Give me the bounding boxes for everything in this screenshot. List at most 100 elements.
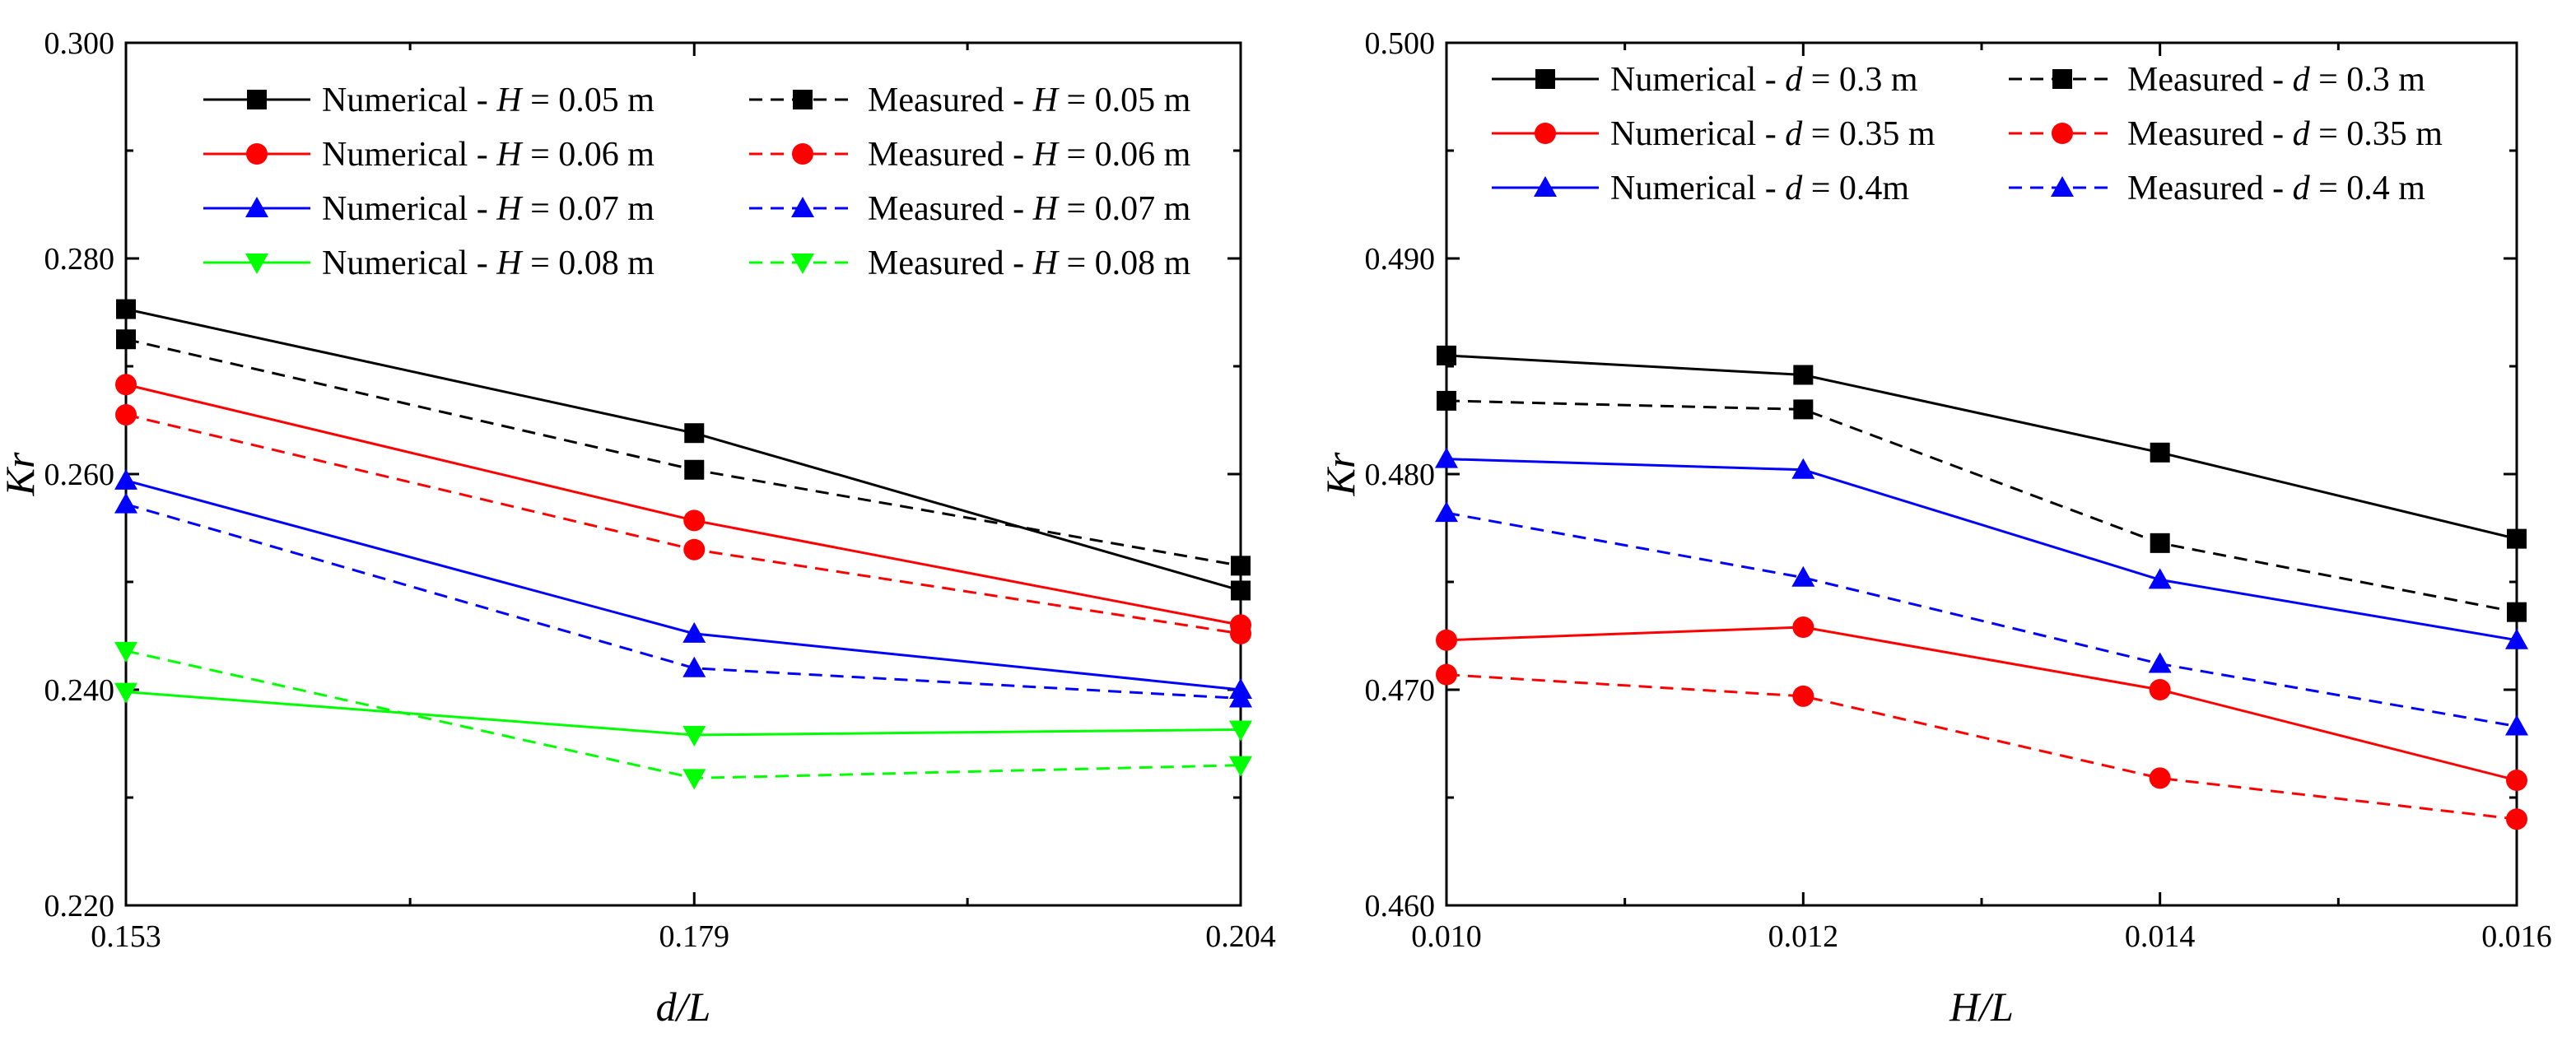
legend-label-value: = 0.07 m xyxy=(1058,190,1191,228)
y-tick-label: 0.260 xyxy=(44,458,115,492)
legend-label-prefix: Numerical - xyxy=(322,136,496,174)
legend-label-value: = 0.3 m xyxy=(2310,61,2426,99)
legend-label-value: = 0.05 m xyxy=(1058,81,1191,119)
series-line xyxy=(1446,626,2518,782)
data-point xyxy=(682,769,706,790)
legend-label-prefix: Measured - xyxy=(868,81,1033,119)
data-point xyxy=(682,621,706,643)
legend-label-param: d xyxy=(2293,115,2311,153)
legend-label-prefix: Measured - xyxy=(2127,170,2293,207)
legend-label-prefix: Numerical - xyxy=(1610,115,1785,153)
legend-marker xyxy=(1534,176,1557,197)
legend-label: Numerical - d = 0.3 m xyxy=(1610,61,1918,99)
series-line xyxy=(125,649,1241,779)
y-tick-label: 0.500 xyxy=(1365,26,1436,61)
x-axis-label-var: d xyxy=(656,984,678,1030)
legend-label: Measured - d = 0.4 m xyxy=(2127,170,2425,207)
legend-label-value: = 0.08 m xyxy=(522,244,655,282)
data-point xyxy=(1791,458,1815,479)
data-point xyxy=(1229,686,1252,708)
legend-label-value: = 0.06 m xyxy=(1058,136,1191,174)
data-point xyxy=(2149,679,2171,700)
data-point xyxy=(2506,770,2527,792)
legend-label-param: d xyxy=(1785,170,1803,207)
legend-marker xyxy=(2052,69,2072,89)
data-point xyxy=(2506,808,2527,830)
data-point xyxy=(2149,767,2171,789)
data-point xyxy=(1792,685,1814,707)
series-line xyxy=(1446,673,2518,821)
chart-left: 0.220 0.240 0.260 0.280 0.300 0.153 0.179 0.204… xyxy=(0,26,1276,1030)
y-axis-label: Kr xyxy=(1317,452,1363,496)
legend-label: Numerical - d = 0.4m xyxy=(1610,170,1909,207)
legend-label-prefix: Numerical - xyxy=(322,81,496,119)
legend-label-param: H xyxy=(1032,136,1060,174)
data-point xyxy=(114,492,137,514)
data-point xyxy=(114,641,137,663)
data-point xyxy=(1436,663,1457,686)
legend-label-param: H xyxy=(496,81,524,119)
legend-label: Measured - H = 0.06 m xyxy=(868,136,1191,174)
x-axis-label-rest: /L xyxy=(1977,984,2014,1030)
data-point xyxy=(1229,720,1252,742)
data-point xyxy=(1229,756,1252,777)
data-point xyxy=(2507,602,2527,622)
series-line xyxy=(1446,399,2518,614)
x-tick-label: 0.010 xyxy=(1411,919,1482,954)
legend-label-param: H xyxy=(1032,81,1060,119)
y-tick-label: 0.240 xyxy=(44,673,115,708)
legend-marker xyxy=(791,254,814,274)
data-point xyxy=(116,299,136,319)
data-point xyxy=(1793,365,1814,385)
data-point xyxy=(115,374,137,396)
data-point xyxy=(1437,345,1456,365)
y-tick-label: 0.490 xyxy=(1365,242,1436,277)
data-point xyxy=(2148,652,2172,673)
legend-label-prefix: Numerical - xyxy=(322,190,496,228)
legend-label-value: = 0.4 m xyxy=(2310,170,2426,207)
legend-label: Measured - d = 0.35 m xyxy=(2127,115,2443,153)
legend-label-value: = 0.3 m xyxy=(1802,61,1918,99)
data-point xyxy=(682,726,706,747)
data-point xyxy=(2148,568,2172,589)
legend-label-prefix: Numerical - xyxy=(1610,61,1785,99)
x-axis-label-var: H xyxy=(1949,984,1982,1030)
data-point xyxy=(115,403,137,426)
legend-label-value: = 0.05 m xyxy=(522,81,655,119)
legend-label: Measured - H = 0.08 m xyxy=(868,244,1191,282)
legend-marker xyxy=(245,254,268,274)
series-line xyxy=(125,479,1241,691)
legend-label: Numerical - H = 0.06 m xyxy=(322,136,654,174)
legend-marker xyxy=(1535,123,1556,144)
data-point xyxy=(684,459,705,480)
data-point xyxy=(2150,442,2170,463)
legend-marker xyxy=(245,197,268,217)
x-tick-label: 0.012 xyxy=(1768,919,1839,954)
x-tick-label: 0.014 xyxy=(2125,919,2196,954)
series-line xyxy=(125,503,1241,700)
data-point xyxy=(1793,399,1814,420)
legend-marker xyxy=(2052,123,2073,144)
legend-label-value: = 0.35 m xyxy=(2310,115,2443,153)
legend-label-param: d xyxy=(1785,115,1803,153)
x-tick-label: 0.016 xyxy=(2481,919,2552,954)
series-line xyxy=(1446,354,2518,541)
legend-label: Measured - H = 0.07 m xyxy=(868,190,1191,228)
y-axis-label: Kr xyxy=(0,452,43,496)
legend-label-prefix: Measured - xyxy=(868,136,1033,174)
x-tick-label: 0.179 xyxy=(659,919,730,954)
data-point xyxy=(1435,501,1458,523)
legend-label-param: H xyxy=(1032,190,1060,228)
legend-marker xyxy=(247,90,267,109)
data-point xyxy=(682,656,706,677)
y-tick-label: 0.220 xyxy=(44,889,115,923)
data-point xyxy=(1791,565,1815,587)
legend-label-prefix: Measured - xyxy=(2127,61,2293,99)
legend-label-value: = 0.08 m xyxy=(1058,244,1191,282)
legend-label-prefix: Numerical - xyxy=(322,244,496,282)
legend-label-param: d xyxy=(1785,61,1803,99)
legend-label: Numerical - d = 0.35 m xyxy=(1610,115,1935,153)
legend-label-param: H xyxy=(496,190,524,228)
